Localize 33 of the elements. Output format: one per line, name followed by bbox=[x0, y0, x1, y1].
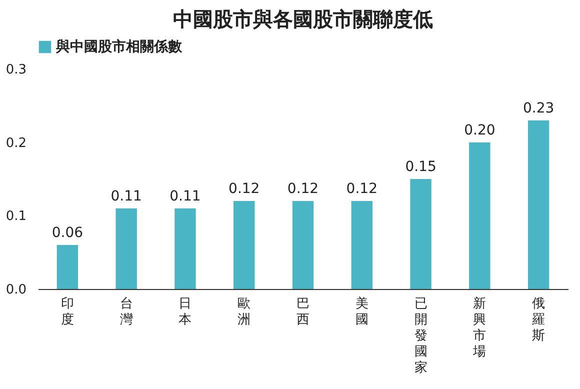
bar bbox=[410, 179, 432, 289]
bar bbox=[116, 208, 137, 289]
data-label: 0.12 bbox=[287, 181, 319, 197]
bar bbox=[56, 245, 78, 289]
data-label: 0.11 bbox=[170, 188, 201, 204]
data-label: 0.12 bbox=[346, 181, 378, 197]
x-tick-label: 已開發國家 bbox=[414, 296, 428, 376]
bar bbox=[292, 201, 314, 289]
y-tick-label: 0.2 bbox=[6, 136, 26, 151]
x-tick-label: 新興市場 bbox=[472, 296, 486, 360]
y-tick-label: 0.3 bbox=[6, 62, 26, 78]
x-tick-label: 巴西 bbox=[296, 296, 310, 328]
y-tick-label: 0.1 bbox=[6, 209, 26, 224]
x-tick-label: 印度 bbox=[60, 296, 74, 328]
data-label: 0.23 bbox=[522, 100, 554, 116]
bar bbox=[174, 208, 196, 289]
data-label: 0.12 bbox=[228, 181, 260, 197]
bar bbox=[528, 120, 550, 289]
chart-title: 中國股市與各國股市關聯度低 bbox=[173, 7, 433, 31]
x-tick-label: 美國 bbox=[355, 296, 368, 328]
x-tick-label: 歐洲 bbox=[238, 296, 251, 328]
legend-label: 與中國股市相關係數 bbox=[55, 38, 183, 55]
bar bbox=[351, 201, 372, 289]
bar bbox=[234, 201, 255, 289]
data-label: 0.15 bbox=[405, 159, 436, 175]
data-label: 0.06 bbox=[52, 225, 84, 241]
x-tick-label: 台灣 bbox=[120, 296, 133, 328]
data-label: 0.11 bbox=[110, 188, 142, 204]
y-tick-label: 0.0 bbox=[6, 282, 26, 298]
x-tick-label: 日本 bbox=[178, 296, 192, 328]
bar bbox=[469, 142, 490, 289]
data-label: 0.20 bbox=[464, 122, 496, 138]
x-tick-label: 俄羅斯 bbox=[532, 296, 546, 344]
